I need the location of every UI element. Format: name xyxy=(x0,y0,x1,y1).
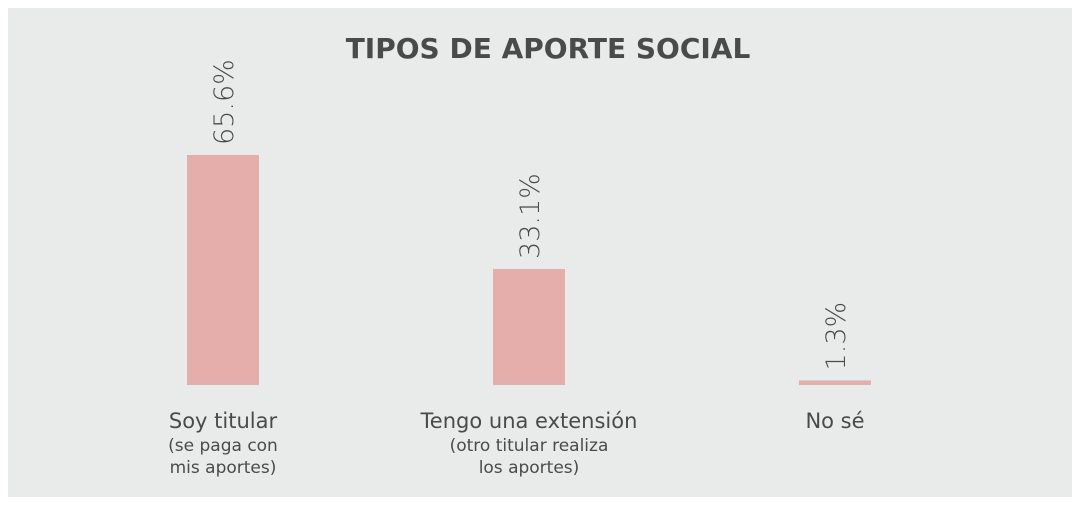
chart-title: TIPOS DE APORTE SOCIAL xyxy=(346,32,751,65)
value-label: 33.1% xyxy=(515,173,546,259)
bar xyxy=(799,380,871,385)
category-note: los aportes) xyxy=(479,458,580,478)
category-note: (otro titular realiza xyxy=(450,436,609,456)
bar xyxy=(493,268,565,385)
value-label: 1.3% xyxy=(821,302,852,371)
x-tick-label: Tengo una extensión xyxy=(420,409,638,433)
x-tick-label: Soy titular xyxy=(169,409,278,433)
category-note: (se paga con xyxy=(168,436,278,456)
category-note: mis aportes) xyxy=(170,458,277,478)
x-tick-label: No sé xyxy=(805,409,864,433)
chart-background xyxy=(8,8,1072,497)
bar xyxy=(187,155,259,385)
value-label: 65.6% xyxy=(209,59,240,145)
